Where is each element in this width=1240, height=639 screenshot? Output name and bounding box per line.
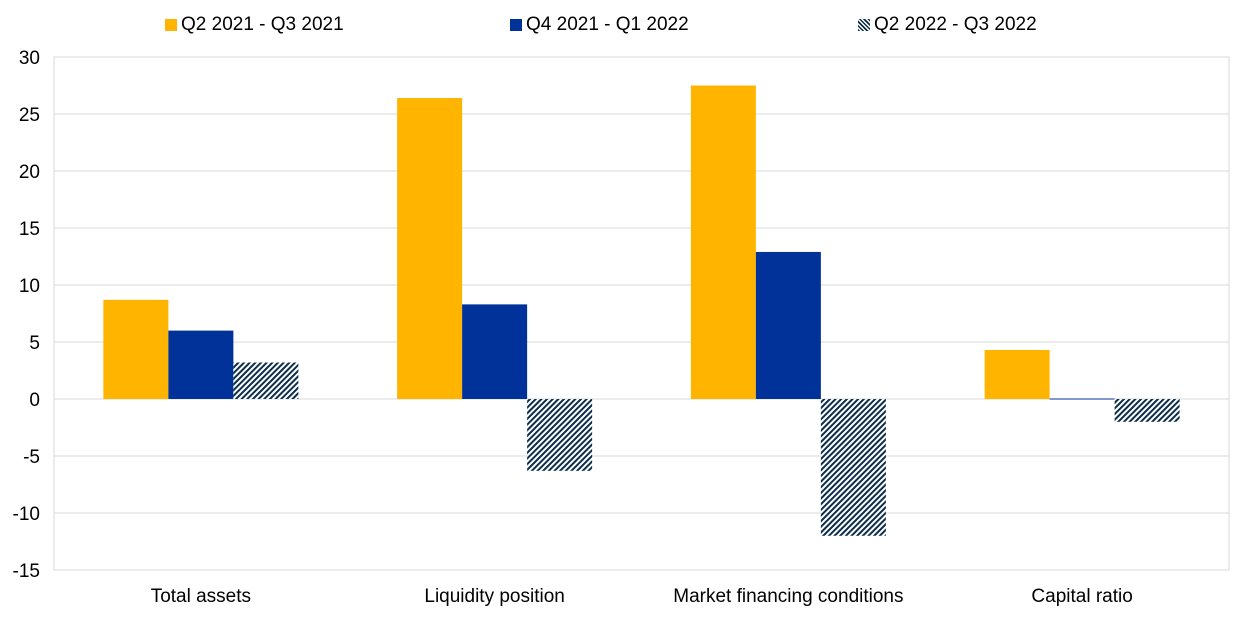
bar-series-3-market-financing-conditions	[820, 399, 886, 536]
bar-series-3-liquidity-position	[527, 399, 593, 471]
bar-series-1-liquidity-position	[397, 98, 463, 399]
bar-series-1-capital-ratio	[984, 349, 1050, 399]
y-tick-label: 0	[29, 390, 40, 411]
y-tick-label: 5	[29, 333, 40, 354]
bar-series-3-total-assets	[233, 362, 299, 399]
bar-series-2-capital-ratio	[1049, 398, 1115, 400]
bar-series-2-liquidity-position	[462, 304, 528, 399]
y-axis-ticks: 30 25 20 15 10 5 0 -5 -10 -15	[13, 48, 40, 582]
bars	[103, 85, 1180, 536]
legend-swatch-series-3	[858, 19, 870, 31]
x-category-label: Market financing conditions	[673, 586, 903, 607]
x-category-label: Total assets	[151, 586, 251, 607]
y-tick-label: 15	[19, 219, 40, 240]
plot-border	[53, 56, 1230, 571]
x-axis-categories: Total assets Liquidity position Market fin…	[151, 586, 1133, 607]
y-tick-label: -15	[13, 561, 40, 582]
bar-series-1-total-assets	[103, 299, 169, 399]
x-category-label: Capital ratio	[1031, 586, 1132, 607]
legend-item-series-3: Q2 2022 - Q3 2022	[858, 14, 1037, 36]
legend-label-series-3: Q2 2022 - Q3 2022	[874, 14, 1037, 35]
legend-swatch-series-2	[510, 19, 522, 31]
x-category-label: Liquidity position	[424, 586, 564, 607]
y-tick-label: 30	[19, 48, 40, 69]
y-tick-label: 25	[19, 105, 40, 126]
legend: Q2 2021 - Q3 2021 Q4 2021 - Q1 2022 Q2 2…	[0, 14, 1240, 44]
legend-label-series-2: Q4 2021 - Q1 2022	[526, 14, 689, 35]
bar-series-2-market-financing-conditions	[755, 251, 821, 399]
legend-swatch-series-1	[165, 19, 177, 31]
y-tick-label: -10	[13, 504, 40, 525]
bar-series-3-capital-ratio	[1114, 399, 1180, 422]
bar-series-1-market-financing-conditions	[690, 85, 756, 399]
plot-frame	[53, 56, 1230, 571]
y-tick-label: 20	[19, 162, 40, 183]
bar-series-2-total-assets	[168, 330, 234, 399]
legend-item-series-1: Q2 2021 - Q3 2021	[165, 14, 344, 36]
legend-label-series-1: Q2 2021 - Q3 2021	[181, 14, 344, 35]
legend-item-series-2: Q4 2021 - Q1 2022	[510, 14, 689, 36]
gridlines	[54, 56, 1229, 571]
y-tick-label: 10	[19, 276, 40, 297]
y-tick-label: -5	[23, 447, 40, 468]
